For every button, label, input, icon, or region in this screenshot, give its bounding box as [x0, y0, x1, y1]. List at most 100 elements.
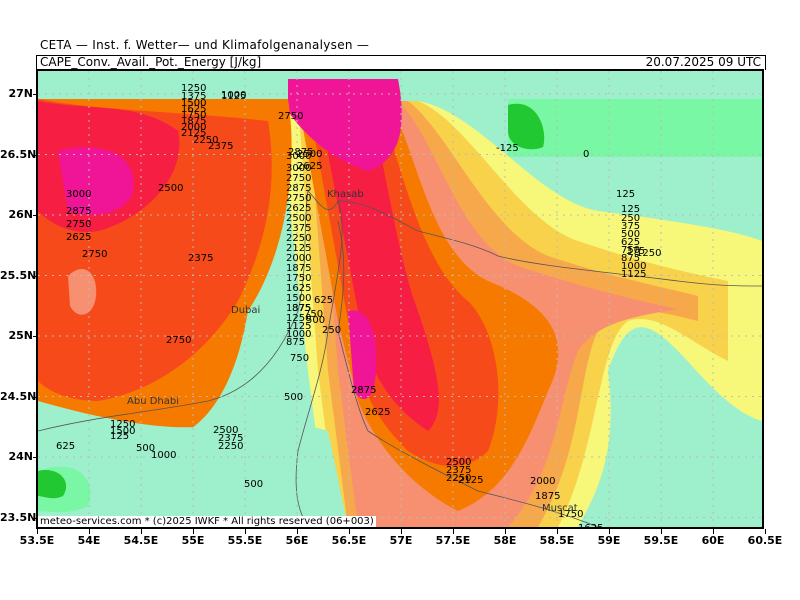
contour-label: 500 — [284, 392, 303, 403]
field-zero — [508, 99, 762, 157]
institute-header: CETA — Inst. f. Wetter— und Klimafolgena… — [40, 38, 370, 52]
lat-tick — [33, 517, 38, 519]
map-canvas: 1250100011251375150016251750187520002125… — [38, 71, 762, 527]
field-2750 — [318, 101, 439, 431]
contour-label: 1750 — [181, 110, 206, 121]
contour-label: 1250 — [110, 419, 135, 430]
city-label: Abu Dhabi — [127, 396, 179, 407]
lon-label: 59.5E — [643, 534, 679, 547]
lon-tick — [401, 529, 402, 534]
contour-label: 1125 — [621, 269, 646, 280]
lon-label: 60E — [701, 534, 725, 547]
lon-label: 54.5E — [123, 534, 159, 547]
lon-tick — [609, 529, 610, 534]
contour-label: 2750 — [66, 219, 91, 230]
contour-label: 750 — [304, 309, 323, 320]
contour-label: 1375 — [181, 91, 206, 102]
lon-label: 56E — [285, 534, 309, 547]
city-label: Dubai — [231, 305, 260, 316]
coast-musandam-west — [295, 190, 343, 527]
contour-label: 875 — [286, 337, 305, 348]
contour-label: 1000 — [151, 450, 176, 461]
contour-label: 1750 — [286, 273, 311, 284]
lon-tick — [349, 529, 350, 534]
contour-label: 1000 — [621, 261, 646, 272]
city-labels: Khasab Dubai Abu Dhabi Muscat — [127, 189, 578, 514]
lon-tick — [37, 529, 38, 534]
contour-label: 2375 — [286, 223, 311, 234]
contour-label: -125 — [496, 143, 519, 154]
contour-label: 2625 — [297, 161, 322, 172]
field-1750-west — [68, 268, 97, 315]
lon-label: 55.5E — [227, 534, 263, 547]
contour-label: 2625 — [286, 203, 311, 214]
contour-label: 625 — [621, 237, 640, 248]
contour-label: 625 — [56, 441, 75, 452]
contour-label: 0 — [583, 149, 589, 160]
coast-uae-gulf — [38, 190, 309, 432]
lon-label: 57E — [389, 534, 413, 547]
contour-label: 2000 — [181, 122, 206, 133]
contour-label: 500 — [244, 479, 263, 490]
contour-label: 2625 — [66, 232, 91, 243]
contour-label: 2500 — [297, 149, 322, 160]
contour-label: 2250 — [218, 441, 243, 452]
contour-label: 1250 — [286, 313, 311, 324]
contour-label: 750 — [290, 353, 309, 364]
contour-label: 1375 — [286, 303, 311, 314]
contour-label: 2375 — [218, 433, 243, 444]
parameter-label: CAPE_Conv._Avail._Pot._Energy [J/kg] — [40, 55, 262, 69]
coast-iran-south — [337, 200, 762, 287]
contour-label: 2500 — [446, 457, 471, 468]
contour-label: 2000 — [530, 476, 555, 487]
title-bar: CAPE_Conv._Avail._Pot._Energy [J/kg] 20.… — [36, 55, 766, 70]
lat-label: 25N — [8, 329, 33, 342]
contour-label: 3000 — [286, 163, 311, 174]
contour-label: 1000 — [286, 329, 311, 340]
city-label: Muscat — [542, 503, 578, 514]
contour-label: 125 — [621, 204, 640, 215]
contour-label: 1125 — [286, 321, 311, 332]
lon-label: 60.5E — [747, 534, 783, 547]
contour-label: 125 — [616, 189, 635, 200]
lat-tick — [33, 94, 38, 95]
lon-tick — [193, 529, 194, 534]
lon-tick — [89, 529, 90, 534]
contour-label: 1250 — [636, 248, 661, 259]
contour-label: 2500 — [286, 213, 311, 224]
contour-label: 3000 — [286, 151, 311, 162]
contour-label: 2750 — [166, 335, 191, 346]
contour-label: 125 — [110, 431, 129, 442]
lon-tick — [557, 529, 558, 534]
cape-map: 1250 1000 1125 1375 1500 1625 1750 1875 2000 2125… — [36, 69, 764, 529]
contour-label: 2250 — [286, 233, 311, 244]
contour-label: 250 — [322, 325, 341, 336]
lon-label: 54E — [77, 534, 101, 547]
field-negative-southwest — [38, 470, 67, 499]
lat-tick — [33, 275, 38, 277]
contour-label: 1750 — [558, 509, 583, 520]
contour-label: 1250 — [181, 83, 206, 94]
city-label: Khasab — [327, 189, 364, 200]
contour-label: 1875 — [535, 491, 560, 502]
lat-label: 27N — [8, 87, 33, 100]
lat-label: 26N — [8, 208, 33, 221]
contour-label: 2125 — [181, 128, 206, 139]
contour-labels: 1250100011251375150016251750187520002125… — [56, 83, 661, 527]
lon-tick — [297, 529, 298, 534]
contour-label: 2000 — [286, 253, 311, 264]
lon-tick — [713, 529, 714, 534]
lon-tick — [141, 529, 142, 534]
lon-tick — [245, 529, 246, 534]
contour-label: 1125 — [221, 91, 246, 102]
contour-label: 2250 — [446, 473, 471, 484]
contour-label: 500 — [306, 315, 325, 326]
field-3000-south — [348, 310, 377, 400]
contour-label: 875 — [621, 253, 640, 264]
contour-label: 2875 — [66, 206, 91, 217]
contour-label: 2750 — [278, 111, 303, 122]
contour-label: 750 — [621, 245, 640, 256]
contour-label: 625 — [314, 295, 333, 306]
lat-label: 26.5N — [0, 147, 37, 161]
lat-lon-grid — [38, 71, 762, 527]
